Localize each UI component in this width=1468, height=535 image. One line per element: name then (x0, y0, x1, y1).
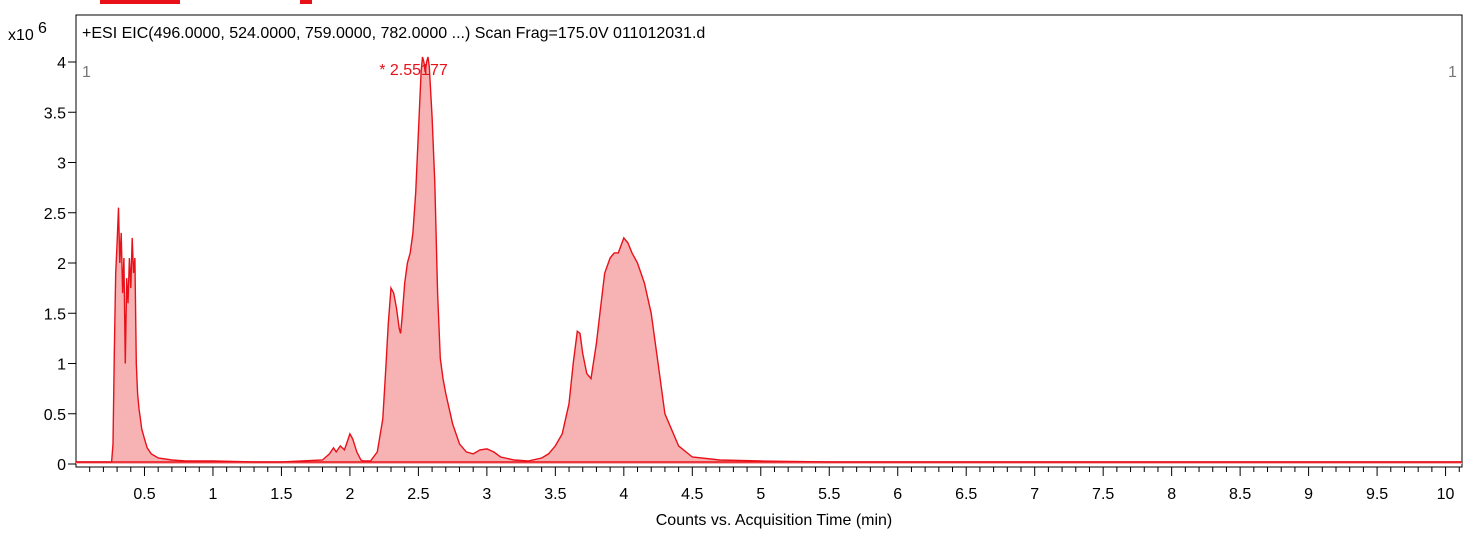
x-tick-label: 2.5 (407, 486, 429, 503)
x-tick-label: 8 (1167, 486, 1176, 503)
x-tick-label: 7.5 (1092, 486, 1114, 503)
x-tick-label: 7 (1030, 486, 1039, 503)
x-tick-label: 6 (893, 486, 902, 503)
corner-label-right: 1 (1448, 64, 1457, 81)
y-tick-label: 3.5 (44, 105, 66, 122)
y-tick-label: 2.5 (44, 206, 66, 223)
x-tick-label: 4.5 (681, 486, 703, 503)
x-tick-label: 5 (756, 486, 765, 503)
x-tick-label: 8.5 (1229, 486, 1251, 503)
peak-annotation: * 2.55177 (379, 62, 448, 79)
x-tick-label: 5.5 (818, 486, 840, 503)
x-axis-label: Counts vs. Acquisition Time (min) (656, 512, 893, 529)
x-tick-label: 3 (482, 486, 491, 503)
chart-title: +ESI EIC(496.0000, 524.0000, 759.0000, 7… (82, 25, 705, 42)
series-area-fill (76, 57, 1462, 464)
y-tick-label: 1 (57, 357, 66, 374)
y-tick-label: 3 (57, 156, 66, 173)
corner-label-left: 1 (82, 64, 91, 81)
x-tick-label: 9 (1304, 486, 1313, 503)
x-tick-label: 10 (1437, 486, 1455, 503)
series-line (76, 56, 1462, 463)
y-tick-label: 1.5 (44, 306, 66, 323)
x-tick-label: 2 (345, 486, 354, 503)
x-tick-label: 3.5 (544, 486, 566, 503)
y-tick-label: 4 (57, 55, 66, 72)
y-multiplier-label: x10 (8, 27, 34, 44)
x-tick-label: 9.5 (1366, 486, 1388, 503)
plot-frame (75, 14, 1463, 468)
y-tick-label: 0.5 (44, 407, 66, 424)
x-tick-label: 4 (619, 486, 628, 503)
x-tick-label: 0.5 (133, 486, 155, 503)
x-tick-label: 1.5 (270, 486, 292, 503)
y-tick-label: 0 (57, 457, 66, 474)
x-tick-label: 1 (209, 486, 218, 503)
x-tick-label: 6.5 (955, 486, 977, 503)
y-exponent-label: 6 (38, 20, 47, 37)
y-tick-label: 2 (57, 256, 66, 273)
